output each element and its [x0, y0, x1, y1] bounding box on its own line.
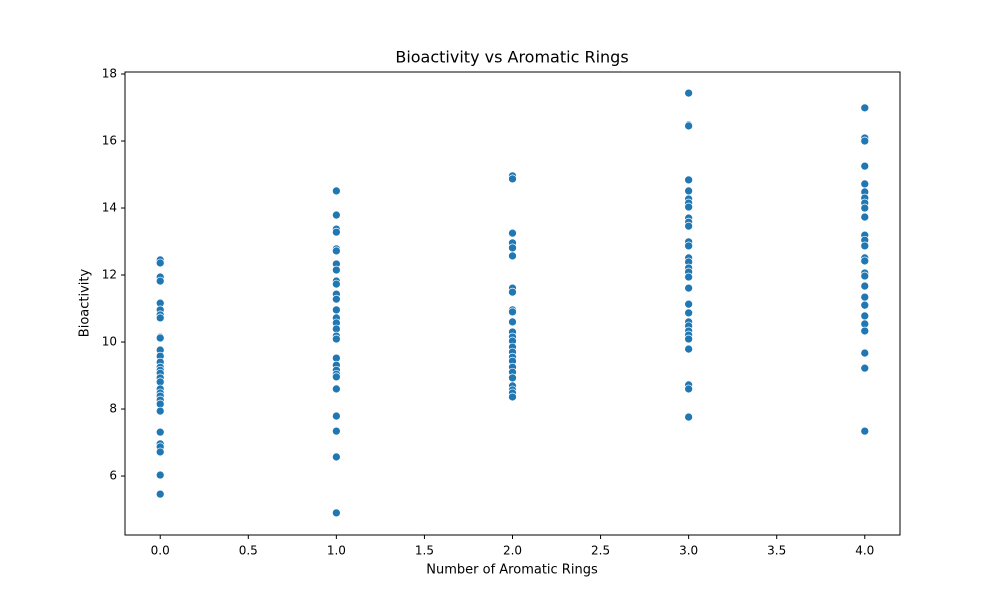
x-tick-label: 4.0: [855, 544, 874, 558]
point: [508, 174, 517, 184]
point: [684, 88, 693, 98]
point: [860, 212, 870, 222]
point: [684, 241, 693, 251]
x-tick-label: 0.5: [239, 544, 258, 558]
point: [155, 406, 165, 416]
y-tick-label: 10: [102, 335, 117, 349]
point: [508, 307, 517, 317]
x-tick-label: 0.0: [151, 544, 170, 558]
point: [684, 412, 693, 422]
point: [155, 333, 165, 343]
point: [684, 384, 693, 394]
point: [332, 426, 341, 436]
point: [508, 317, 517, 327]
point: [508, 287, 517, 297]
x-tick-label: 3.5: [767, 544, 786, 558]
chart-title: Bioactivity vs Aromatic Rings: [395, 48, 628, 67]
point: [860, 311, 870, 321]
point: [155, 313, 165, 323]
point: [860, 326, 870, 336]
x-tick-label: 1.5: [415, 544, 434, 558]
x-tick-label: 1.0: [327, 544, 346, 558]
point: [860, 300, 870, 310]
point: [332, 227, 341, 237]
point: [860, 161, 870, 171]
point: [860, 203, 870, 213]
point: [860, 292, 870, 302]
point: [684, 283, 693, 293]
point: [332, 411, 341, 421]
y-axis-label: Bioactivity: [78, 268, 93, 337]
point: [508, 243, 517, 253]
y-tick-label: 12: [102, 268, 117, 282]
point: [684, 344, 693, 354]
point: [860, 348, 870, 358]
point: [860, 241, 870, 251]
point: [860, 256, 870, 266]
point: [332, 372, 341, 382]
point: [332, 279, 341, 289]
point: [332, 186, 341, 196]
point: [860, 363, 870, 373]
point: [155, 489, 165, 499]
point: [860, 136, 870, 146]
y-tick-label: 8: [109, 402, 117, 416]
point: [155, 447, 165, 457]
point: [155, 427, 165, 437]
x-axis-label: Number of Aromatic Rings: [426, 563, 598, 578]
point: [332, 210, 341, 220]
x-tick-label: 2.0: [503, 544, 522, 558]
point: [860, 271, 870, 281]
y-tick-label: 14: [102, 201, 117, 215]
point: [684, 308, 693, 318]
point: [155, 258, 165, 268]
point: [860, 179, 870, 189]
point: [155, 276, 165, 286]
y-tick-label: 6: [109, 469, 117, 483]
plot-frame: [124, 71, 901, 536]
point: [332, 294, 341, 304]
point: [332, 508, 341, 518]
point: [332, 384, 341, 394]
point: [332, 305, 341, 315]
point: [684, 334, 693, 344]
point: [508, 251, 517, 261]
point: [332, 265, 341, 275]
point: [684, 175, 693, 185]
point: [684, 272, 693, 282]
point: [508, 392, 517, 402]
y-tick-label: 16: [102, 134, 117, 148]
x-tick-label: 2.5: [591, 544, 610, 558]
point: [684, 186, 693, 196]
point: [684, 121, 693, 131]
point: [860, 281, 870, 291]
point: [860, 103, 870, 113]
point: [508, 373, 517, 383]
point: [684, 202, 693, 212]
point: [860, 426, 870, 436]
point: [332, 246, 341, 256]
x-tick-label: 3.0: [679, 544, 698, 558]
point: [508, 228, 517, 238]
point: [684, 299, 693, 309]
point: [155, 470, 165, 480]
y-tick-label: 18: [102, 67, 117, 81]
point: [684, 221, 693, 231]
point: [332, 452, 341, 462]
point: [332, 334, 341, 344]
